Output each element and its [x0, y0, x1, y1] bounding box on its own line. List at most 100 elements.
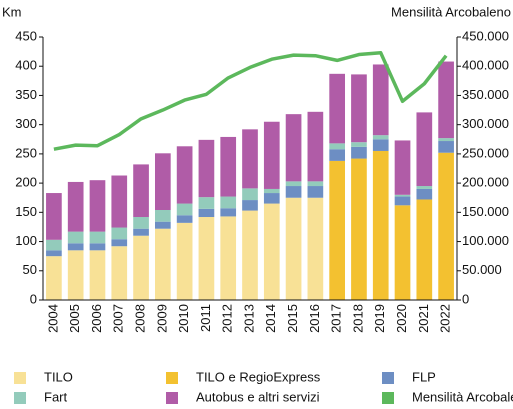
legend-swatch: [166, 372, 178, 384]
legend-label: Mensilità Arcobaleno: [412, 389, 513, 404]
y-tick-label: 0: [30, 291, 37, 306]
bar-segment: [307, 181, 324, 187]
bar-segment: [133, 217, 149, 229]
bar-segment: [176, 203, 193, 216]
bar-segment: [394, 194, 411, 197]
y-tick-label: 200: [15, 175, 37, 190]
x-tick-label: 2006: [89, 304, 104, 333]
legend-label: TILO: [44, 369, 73, 384]
bar-segment: [285, 114, 302, 182]
bar-segment: [438, 138, 454, 142]
bar-segment: [351, 146, 367, 159]
y2-tick-label: 150.000: [462, 204, 509, 219]
x-tick-label: 2018: [350, 304, 365, 333]
legend-label: Autobus e altri servizi: [196, 389, 320, 404]
x-tick-label: 2022: [438, 304, 453, 333]
bar-segment: [263, 193, 280, 204]
legend-swatch: [14, 392, 26, 404]
bar-segment: [394, 205, 411, 300]
bar-segment: [438, 141, 454, 153]
bar-segment: [46, 239, 62, 251]
bar-segment: [111, 175, 128, 228]
x-tick-label: 2011: [198, 304, 213, 332]
bar-segment: [220, 136, 237, 197]
bar-segment: [329, 149, 346, 161]
bar-segment: [176, 222, 193, 300]
bar-segment: [307, 186, 324, 198]
bar-segment: [46, 256, 62, 300]
bar-segment: [111, 239, 128, 247]
bar-segment: [263, 188, 280, 194]
bar-segment: [242, 200, 258, 211]
bar-segment: [438, 152, 454, 300]
bar-segment: [176, 146, 193, 204]
bar-segment: [154, 228, 171, 300]
y2-tick-label: 100.000: [462, 233, 509, 248]
legend-label: Fart: [44, 389, 68, 404]
bar-segment: [220, 208, 237, 217]
bar-segment: [372, 135, 389, 140]
x-tick-label: 2016: [307, 304, 322, 333]
bar-segment: [111, 246, 128, 300]
y2-axis-title: Mensilità Arcobaleno: [391, 4, 511, 19]
bar-segment: [242, 129, 258, 189]
bar-segment: [67, 243, 84, 251]
bar-segment: [133, 228, 149, 236]
x-tick-label: 2019: [372, 304, 387, 333]
bar-segment: [416, 199, 433, 300]
bar-segment: [263, 121, 280, 189]
x-tick-label: 2017: [329, 304, 344, 333]
bar-segment: [242, 210, 258, 300]
y-tick-label: 400: [15, 58, 37, 73]
bar-segment: [220, 216, 237, 300]
bar-segment: [154, 209, 171, 222]
y2-tick-label: 250.000: [462, 145, 509, 160]
legend-swatch: [14, 372, 26, 384]
bar-segment: [416, 186, 433, 189]
bar-segment: [111, 227, 128, 240]
bar-segment: [438, 61, 454, 139]
x-tick-label: 2015: [285, 304, 300, 333]
y-tick-label: 250: [15, 145, 37, 160]
bar-segment: [372, 64, 389, 136]
bar-segment: [394, 140, 411, 195]
x-tick-label: 2010: [176, 304, 191, 333]
bar-segment: [416, 112, 433, 187]
bar-segment: [329, 143, 346, 150]
legend-label: TILO e RegioExpress: [196, 369, 321, 384]
bar-segment: [89, 231, 106, 244]
bar-segment: [220, 196, 237, 209]
bar-segment: [307, 197, 324, 300]
bar-segment: [372, 150, 389, 300]
bar-segment: [285, 186, 302, 198]
x-tick-label: 2009: [154, 304, 169, 333]
y2-tick-label: 400.000: [462, 58, 509, 73]
x-tick-label: 2004: [45, 304, 60, 333]
bar-segment: [67, 231, 84, 244]
y2-tick-label: 300.000: [462, 116, 509, 131]
x-tick-label: 2005: [67, 304, 82, 333]
legend-swatch: [382, 372, 394, 384]
bar-segment: [329, 160, 346, 300]
x-tick-label: 2008: [132, 304, 147, 333]
bar-segment: [176, 215, 193, 223]
bar-segment: [394, 196, 411, 206]
legend-label: FLP: [412, 369, 436, 384]
bar-segment: [133, 235, 149, 300]
bar-segment: [285, 197, 302, 300]
y-tick-label: 150: [15, 204, 37, 219]
bar-segment: [46, 250, 62, 257]
bar-segment: [351, 142, 367, 147]
bar-segment: [372, 139, 389, 151]
bar-segment: [89, 250, 106, 300]
bar-segment: [285, 181, 302, 187]
bar-segment: [67, 250, 84, 300]
y-tick-label: 350: [15, 87, 37, 102]
bar-segment: [89, 180, 106, 232]
y-tick-label: 300: [15, 116, 37, 131]
y2-tick-label: 200.000: [462, 175, 509, 190]
bar-segment: [198, 217, 215, 300]
bar-segment: [89, 243, 106, 251]
bar-segment: [67, 181, 84, 232]
